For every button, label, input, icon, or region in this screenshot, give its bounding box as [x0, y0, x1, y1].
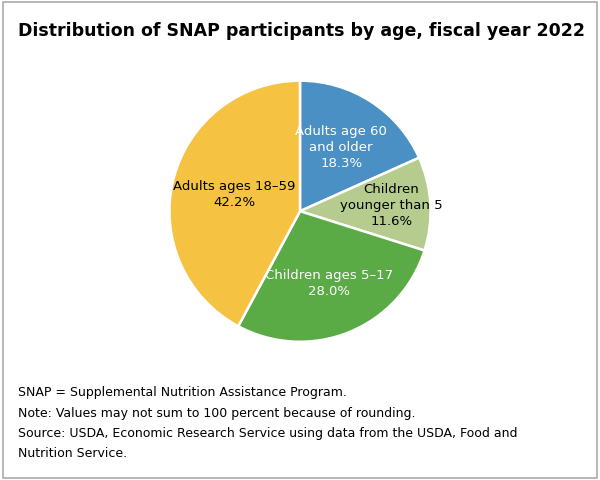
Text: Source: USDA, Economic Research Service using data from the USDA, Food and: Source: USDA, Economic Research Service …: [18, 427, 517, 440]
Text: Nutrition Service.: Nutrition Service.: [18, 447, 127, 460]
Text: Children
younger than 5
11.6%: Children younger than 5 11.6%: [340, 183, 443, 228]
Wedge shape: [300, 158, 431, 251]
Text: SNAP = Supplemental Nutrition Assistance Program.: SNAP = Supplemental Nutrition Assistance…: [18, 386, 347, 399]
Text: Adults ages 18–59
42.2%: Adults ages 18–59 42.2%: [173, 180, 295, 209]
Wedge shape: [238, 211, 424, 342]
Wedge shape: [300, 81, 419, 211]
Text: Children ages 5–17
28.0%: Children ages 5–17 28.0%: [265, 269, 394, 298]
Text: Adults age 60
and older
18.3%: Adults age 60 and older 18.3%: [295, 125, 387, 170]
Wedge shape: [169, 81, 300, 326]
Text: Distribution of SNAP participants by age, fiscal year 2022: Distribution of SNAP participants by age…: [18, 22, 585, 40]
Text: Note: Values may not sum to 100 percent because of rounding.: Note: Values may not sum to 100 percent …: [18, 407, 415, 420]
